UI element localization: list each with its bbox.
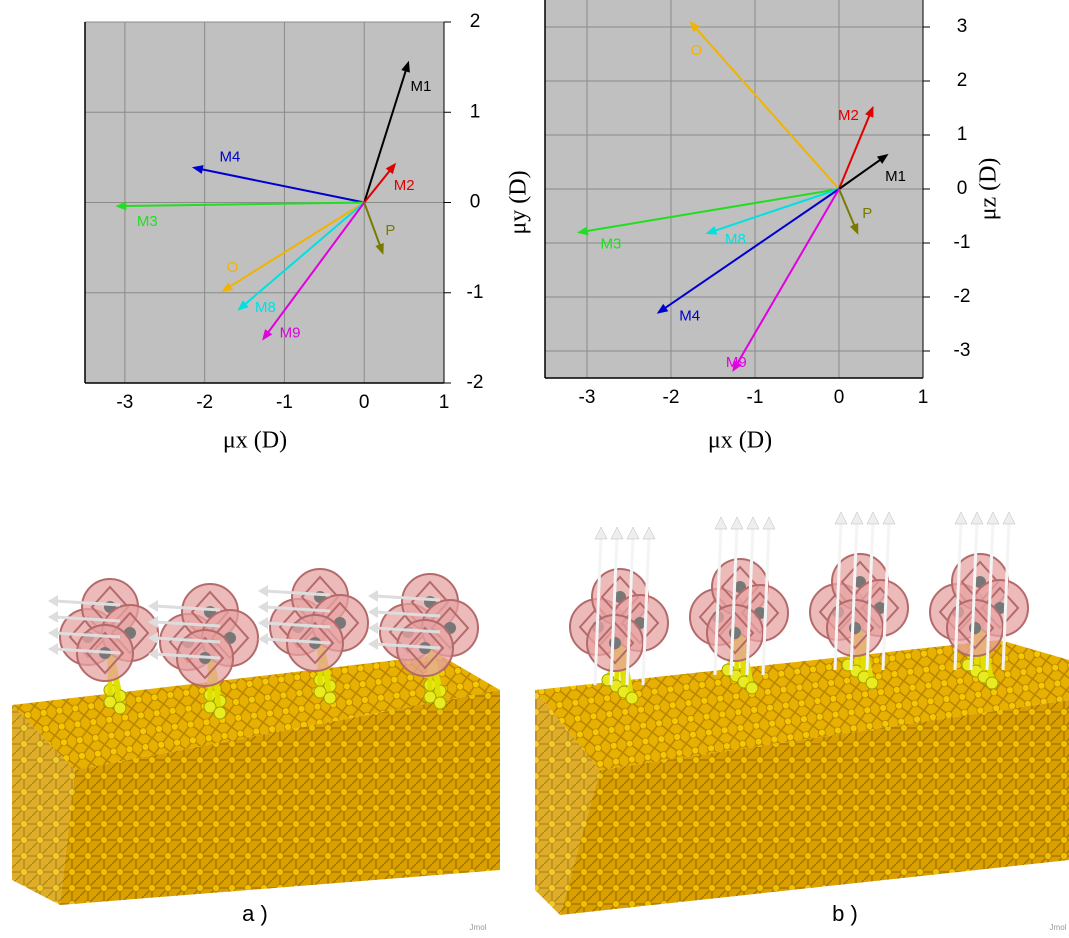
panel-caption: a ): [242, 901, 268, 926]
figure-canvas: a ) Jmol b ) Jmol -3 -2 -1 0 1 -2 -1 0 1 2 μx (D) μy (D…: [0, 0, 1069, 938]
vector-label: M1: [885, 168, 906, 185]
y-tick-label: 1: [470, 101, 481, 122]
render-panels: [12, 512, 1069, 915]
dipole-arrow-head: [1003, 512, 1015, 524]
dipole-arrow-head: [258, 633, 268, 645]
x-tick-label: -1: [747, 387, 764, 408]
x-tick-label: 1: [439, 392, 450, 413]
dipole-arrow-head: [258, 585, 268, 597]
y-tick-label: 2: [957, 70, 968, 91]
dipole-arrow-head: [48, 643, 58, 655]
carbon-atom: [609, 637, 621, 649]
dipole-arrow-head: [883, 512, 895, 524]
x-tick-label: 1: [918, 387, 929, 408]
y-tick-label: -1: [954, 232, 971, 253]
x-axis-label: μx (D): [708, 428, 772, 454]
y-axis-label: μz (D): [976, 158, 1002, 221]
dipole-arrow-head: [368, 606, 378, 618]
vector-label: O: [227, 259, 239, 276]
dipole-arrow-head: [258, 601, 268, 613]
vector-label: M4: [219, 148, 240, 165]
vector-label: M3: [600, 236, 621, 253]
vector-label: M8: [725, 231, 746, 248]
dipole-arrow-head: [611, 527, 623, 539]
vector-label: M8: [255, 299, 276, 316]
sulfur-atom: [746, 682, 758, 694]
watermark: Jmol: [1050, 923, 1067, 932]
vector-label: O: [691, 42, 703, 59]
dipole-arrow-head: [48, 627, 58, 639]
y-tick-label: -1: [467, 282, 484, 303]
dipole-arrow-head: [368, 622, 378, 634]
vector-label: M2: [838, 107, 859, 124]
dipole-arrow-head: [595, 527, 607, 539]
y-axis-label: μy (D): [506, 170, 532, 234]
sulfur-atom: [114, 702, 126, 714]
dipole-arrow-head: [48, 595, 58, 607]
dipole-arrow-head: [955, 512, 967, 524]
carbon-atom: [849, 622, 861, 634]
dipole-arrow-head: [747, 517, 759, 529]
dipole-arrow-head: [851, 512, 863, 524]
panel-caption: b ): [832, 901, 858, 926]
vector-label: P: [862, 205, 872, 222]
vector-label: M1: [410, 78, 431, 95]
dipole-arrow-head: [987, 512, 999, 524]
x-tick-label: -2: [196, 392, 213, 413]
y-tick-label: 3: [957, 16, 968, 37]
dipole-arrow-head: [971, 512, 983, 524]
sulfur-atom: [866, 677, 878, 689]
dipole-arrow-head: [258, 617, 268, 629]
vector-label: M9: [280, 325, 301, 342]
vector-label: M2: [394, 177, 415, 194]
vector-label: M3: [137, 213, 158, 230]
dipole-arrow-head: [867, 512, 879, 524]
y-tick-label: 0: [470, 192, 481, 213]
dipole-arrow-head: [715, 517, 727, 529]
dipole-arrow-head: [627, 527, 639, 539]
dipole-arrow-head: [368, 638, 378, 650]
carbon-atom: [729, 627, 741, 639]
x-tick-label: -3: [116, 392, 133, 413]
sulfur-atom: [986, 677, 998, 689]
x-axis-label: μx (D): [223, 428, 287, 454]
dipole-arrow-head: [48, 611, 58, 623]
y-tick-label: 0: [957, 178, 968, 199]
dipole-arrow-head: [835, 512, 847, 524]
dipole-arrow-head: [148, 600, 158, 612]
dipole-arrow-head: [763, 517, 775, 529]
carbon-atom: [969, 622, 981, 634]
y-tick-label: 2: [470, 11, 481, 32]
sulfur-atom: [214, 707, 226, 719]
sulfur-atom: [324, 692, 336, 704]
y-tick-label: -3: [954, 340, 971, 361]
dipole-arrow-head: [731, 517, 743, 529]
sulfur-atom: [434, 697, 446, 709]
vector-label: P: [385, 222, 395, 239]
vector-label: M9: [726, 354, 747, 371]
y-tick-label: -2: [467, 372, 484, 393]
x-tick-label: 0: [834, 387, 845, 408]
y-tick-label: -2: [954, 286, 971, 307]
x-tick-label: -3: [579, 387, 596, 408]
x-tick-label: -2: [663, 387, 680, 408]
dipole-arrow-head: [368, 590, 378, 602]
y-tick-label: 1: [957, 124, 968, 145]
vector-label: M4: [679, 308, 700, 325]
sulfur-atom: [626, 692, 638, 704]
figure: a ) Jmol b ) Jmol -3 -2 -1 0 1 -2 -1 0 1 2 μx (D) μy (D…: [0, 0, 1069, 938]
dipole-arrow-head: [643, 527, 655, 539]
watermark: Jmol: [470, 923, 487, 932]
x-tick-label: 0: [359, 392, 370, 413]
x-tick-label: -1: [276, 392, 293, 413]
